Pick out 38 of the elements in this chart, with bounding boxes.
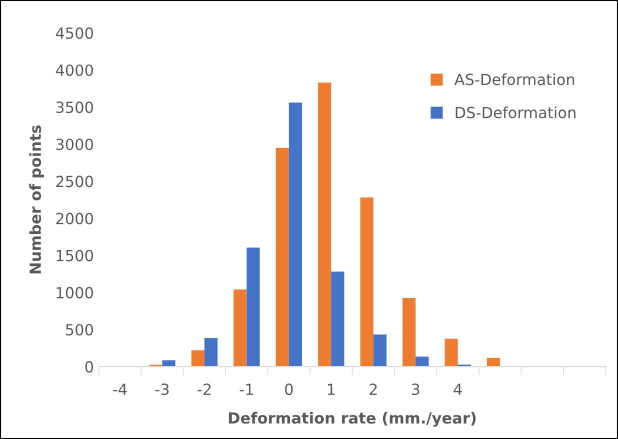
- x-axis-title: Deformation rate (mm./year): [228, 412, 476, 427]
- bar: [486, 358, 500, 367]
- bar: [373, 334, 386, 367]
- bar: [246, 248, 260, 367]
- y-tick-label: 1500: [56, 250, 94, 262]
- bar: [444, 338, 458, 367]
- x-tick-label: -1: [240, 384, 253, 395]
- bar: [276, 148, 289, 367]
- bar: [191, 350, 204, 367]
- bar: [331, 272, 344, 367]
- legend-label: AS-Deformation: [454, 73, 574, 86]
- x-tick-label: 1: [328, 384, 335, 395]
- bar: [318, 82, 332, 367]
- y-tick-label: 3000: [56, 138, 94, 150]
- bar: [360, 198, 374, 367]
- x-tick-label: -3: [155, 384, 169, 396]
- y-tick-label: 3500: [56, 102, 94, 114]
- bar: [288, 102, 302, 367]
- y-tick-label: 500: [66, 324, 94, 336]
- y-tick-label: 0: [85, 361, 94, 373]
- y-tick-label: 1000: [56, 286, 94, 298]
- y-axis-title: Number of points: [29, 125, 44, 274]
- x-tick-label: 2: [370, 384, 377, 395]
- bar: [416, 356, 429, 367]
- y-tick-label: 4500: [56, 27, 94, 39]
- y-tick-label: 4000: [56, 64, 94, 76]
- x-tick-label: -2: [198, 384, 211, 395]
- x-tick-label: -4: [113, 384, 127, 395]
- bar: [234, 289, 247, 367]
- x-tick-label: 4: [454, 384, 462, 395]
- x-tick-label: 0: [285, 384, 293, 396]
- y-tick-label: 2500: [56, 176, 94, 188]
- bar: [402, 298, 416, 367]
- bar: [204, 338, 218, 367]
- legend-label: DS-Deformation: [456, 106, 576, 118]
- bar: [162, 360, 176, 367]
- x-tick-label: 3: [412, 384, 420, 396]
- y-tick-label: 2000: [56, 212, 94, 224]
